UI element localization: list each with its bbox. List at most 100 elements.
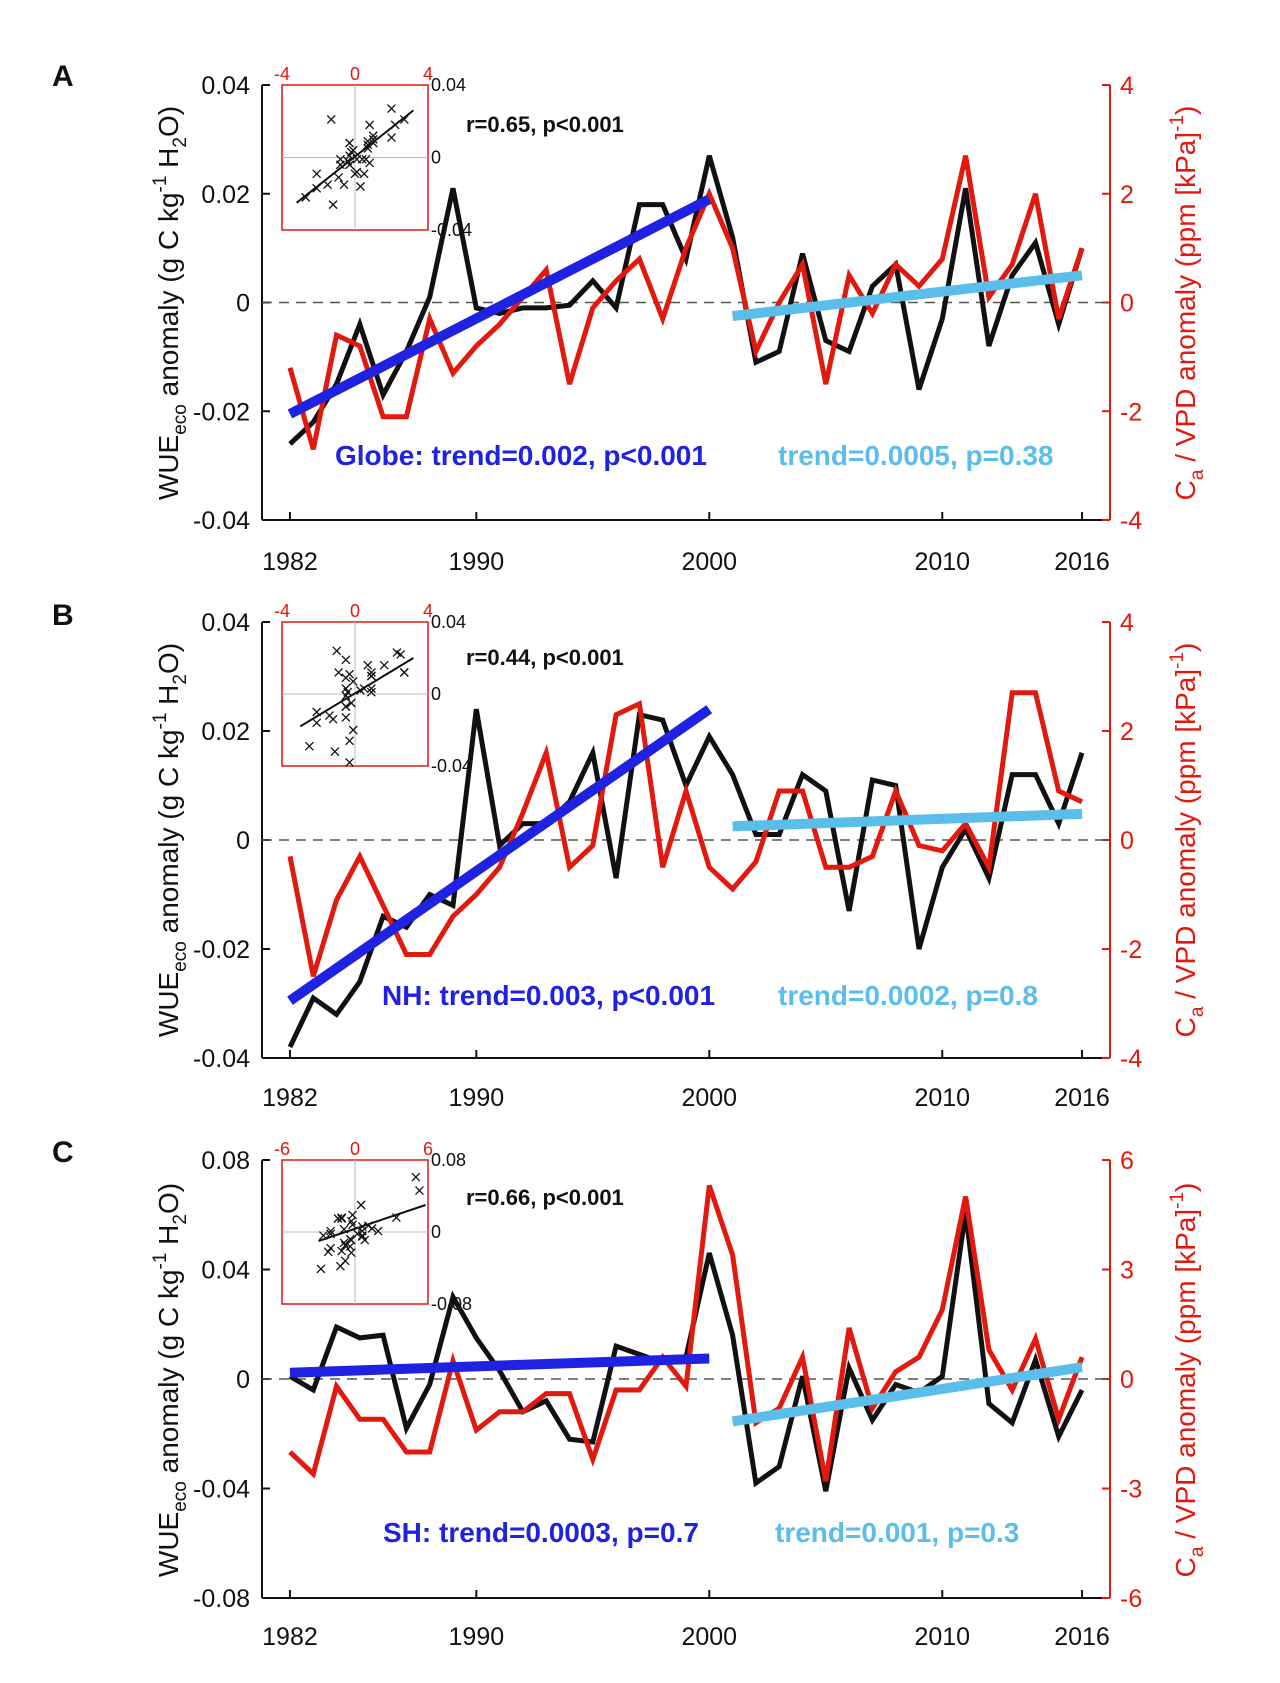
panel-c-x-tick-label: 1990 bbox=[449, 1623, 505, 1651]
panel-c-x-tick-label: 2010 bbox=[914, 1623, 970, 1651]
panel-a-inset-y-tick-label: -0.04 bbox=[431, 220, 472, 240]
panel-c-inset-y-tick-label: 0 bbox=[431, 1222, 441, 1242]
panel-a-inset-point bbox=[339, 180, 349, 190]
panel-a-trend-late-line bbox=[732, 270, 1083, 322]
panel-a-trend-early-line bbox=[287, 194, 712, 419]
panel-c-right-tick-label: -3 bbox=[1120, 1476, 1142, 1504]
panel-c: C -0.08 -0.04 0 0.04 0.08 -6 -3 0 3 6 1982 1990 2000… bbox=[52, 1136, 1208, 1651]
panel-b-inset-point bbox=[346, 698, 356, 708]
panel-a-inset-point bbox=[328, 200, 338, 210]
panel-b-inset-fit-line bbox=[299, 657, 414, 728]
panel-b-left-tick-label: 0 bbox=[236, 827, 250, 855]
panel-b-inset-point bbox=[345, 669, 354, 679]
panel-b-ratio-series-line bbox=[287, 690, 1084, 978]
panel-b-inset-point bbox=[304, 741, 314, 751]
panel-c-inset-point bbox=[367, 1223, 377, 1233]
panel-c-inset-fit-line bbox=[318, 1204, 426, 1242]
panel-b-right-tick-label: 2 bbox=[1120, 718, 1134, 746]
panel-c-right-tick-label: 6 bbox=[1120, 1147, 1134, 1175]
panel-a-left-tick-label: -0.02 bbox=[193, 398, 250, 426]
panel-b-inset-x-tick-label: -4 bbox=[274, 601, 290, 621]
panel-a-inset-point bbox=[326, 114, 336, 124]
panel-a-inset-point bbox=[357, 154, 367, 164]
panel-b-inset-point bbox=[345, 736, 354, 746]
panel-a-right-axis-title: Ca / VPD anomaly (ppm [kPa]-1) bbox=[1167, 106, 1208, 501]
panel-c-trend-early-line bbox=[289, 1353, 710, 1378]
panel-b-inset-y-tick-label: 0 bbox=[431, 684, 441, 704]
panel-a-inset: -4 0 40.04 0 -0.04 bbox=[274, 64, 472, 240]
panel-c-inset: -6 0 60.08 0 -0.08 bbox=[274, 1139, 472, 1314]
panel-a-right-tick-label: 0 bbox=[1120, 290, 1134, 318]
panel-b-x-tick-label: 1982 bbox=[262, 1084, 318, 1112]
panel-b-inset-point bbox=[348, 725, 358, 735]
panel-c-inset-point bbox=[352, 1229, 362, 1239]
panel-a-inset-point bbox=[359, 169, 369, 179]
panel-a-left-axis-title: WUEeco anomaly (g C kg-1 H2O) bbox=[150, 106, 191, 500]
panel-a-right-tick-label: -2 bbox=[1120, 398, 1142, 426]
panel-a-inset-x-tick-label: -4 bbox=[274, 64, 290, 84]
panel-a-inset-x-tick-label: 0 bbox=[350, 64, 360, 84]
panel-c-right-tick-label: -6 bbox=[1120, 1585, 1142, 1613]
panel-a-inset-point bbox=[323, 180, 333, 190]
panel-c-inset-point bbox=[348, 1210, 358, 1220]
panel-c-plot: -0.08 -0.04 0 0.04 0.08 -6 -3 0 3 6 1982 1990 2000 20… bbox=[150, 1147, 1208, 1651]
panel-b-correlation-text: r=0.44, p<0.001 bbox=[466, 645, 624, 670]
panel-a-left-tick-label: 0.04 bbox=[201, 72, 250, 100]
panel-b-inset-point bbox=[366, 671, 376, 681]
panel-c-left-tick-label: -0.08 bbox=[193, 1585, 250, 1613]
panel-c-inset-point bbox=[337, 1214, 347, 1223]
panel-a-inset-point bbox=[356, 182, 365, 191]
panel-a-inset-point bbox=[399, 114, 409, 124]
panel-b-left-tick-label: -0.02 bbox=[193, 936, 250, 964]
panel-c-inset-point bbox=[346, 1248, 356, 1258]
panel-c-inset-point bbox=[348, 1220, 358, 1230]
panel-c-left-tick-label: -0.04 bbox=[193, 1476, 250, 1504]
panel-b-left-tick-label: -0.04 bbox=[193, 1045, 250, 1073]
panel-a-left-tick-label: -0.04 bbox=[193, 507, 250, 535]
panel-a-inset-y-tick-label: 0.04 bbox=[431, 75, 466, 95]
panel-b-trend-early-label: NH: trend=0.003, p<0.001 bbox=[382, 980, 715, 1011]
panel-b-inset-y-tick-label: 0.04 bbox=[431, 612, 466, 632]
panel-b-inset-point bbox=[330, 747, 340, 757]
panel-a-x-tick-label: 2010 bbox=[914, 548, 970, 576]
panel-a-inset-fit-line bbox=[295, 109, 415, 204]
panel-b-x-tick-label: 2000 bbox=[681, 1084, 737, 1112]
panel-b-inset-point bbox=[363, 660, 373, 670]
panel-c-x-tick-label: 1982 bbox=[262, 1623, 318, 1651]
panel-b-x-tick-label: 1990 bbox=[449, 1084, 505, 1112]
panel-c-inset-point bbox=[326, 1226, 336, 1236]
panel-b-inset: -4 0 40.04 0 -0.04 bbox=[274, 601, 472, 776]
panel-a-left-tick-label: 0 bbox=[236, 290, 250, 318]
panel-c-left-axis-title: WUEeco anomaly (g C kg-1 H2O) bbox=[150, 1183, 191, 1577]
panel-a-inset-point bbox=[365, 158, 375, 168]
panel-b-right-tick-label: 4 bbox=[1120, 609, 1134, 637]
panel-a-inset-point bbox=[312, 169, 322, 179]
panel-a-inset-point bbox=[348, 145, 358, 155]
panel-a-inset-point bbox=[352, 167, 362, 177]
panel-c-inset-x-tick-label: 0 bbox=[350, 1139, 360, 1159]
panel-b-left-tick-label: 0.04 bbox=[201, 609, 250, 637]
panel-b-inset-x-tick-label: 0 bbox=[350, 601, 360, 621]
panel-c-ratio-series-line bbox=[288, 1184, 1085, 1482]
panel-b-inset-point bbox=[396, 649, 406, 659]
panel-b-inset-point bbox=[348, 676, 358, 686]
panel-b-plot: -0.04 -0.02 0 0.02 0.04 -4 -2 0 2 4 1982 1990 2000 20… bbox=[150, 609, 1208, 1112]
panel-a-correlation-text: r=0.65, p<0.001 bbox=[466, 112, 624, 137]
panel-b-inset-y-tick-label: -0.04 bbox=[431, 756, 472, 776]
panel-c-left-tick-label: 0 bbox=[236, 1366, 250, 1394]
panel-c-left-tick-label: 0.08 bbox=[201, 1147, 250, 1175]
panel-b-inset-point bbox=[366, 687, 376, 697]
panel-a-x-tick-label: 1982 bbox=[262, 548, 318, 576]
panel-a-inset-x-tick-label: 4 bbox=[423, 64, 433, 84]
panel-c-inset-point bbox=[357, 1231, 367, 1241]
panel-c-right-tick-label: 3 bbox=[1120, 1257, 1134, 1285]
panel-a-right-tick-label: 4 bbox=[1120, 72, 1134, 100]
panel-c-inset-y-tick-label: 0.08 bbox=[431, 1150, 466, 1170]
panel-c-inset-point bbox=[340, 1256, 350, 1266]
panel-a-trend-early-label: Globe: trend=0.002, p<0.001 bbox=[335, 440, 707, 471]
panel-a-inset-point bbox=[387, 104, 396, 114]
panel-b-right-tick-label: -4 bbox=[1120, 1045, 1142, 1073]
panel-c-inset-x-tick-label: -6 bbox=[274, 1139, 290, 1159]
panel-c-inset-point bbox=[356, 1200, 366, 1210]
panel-b-inset-point bbox=[366, 667, 376, 677]
